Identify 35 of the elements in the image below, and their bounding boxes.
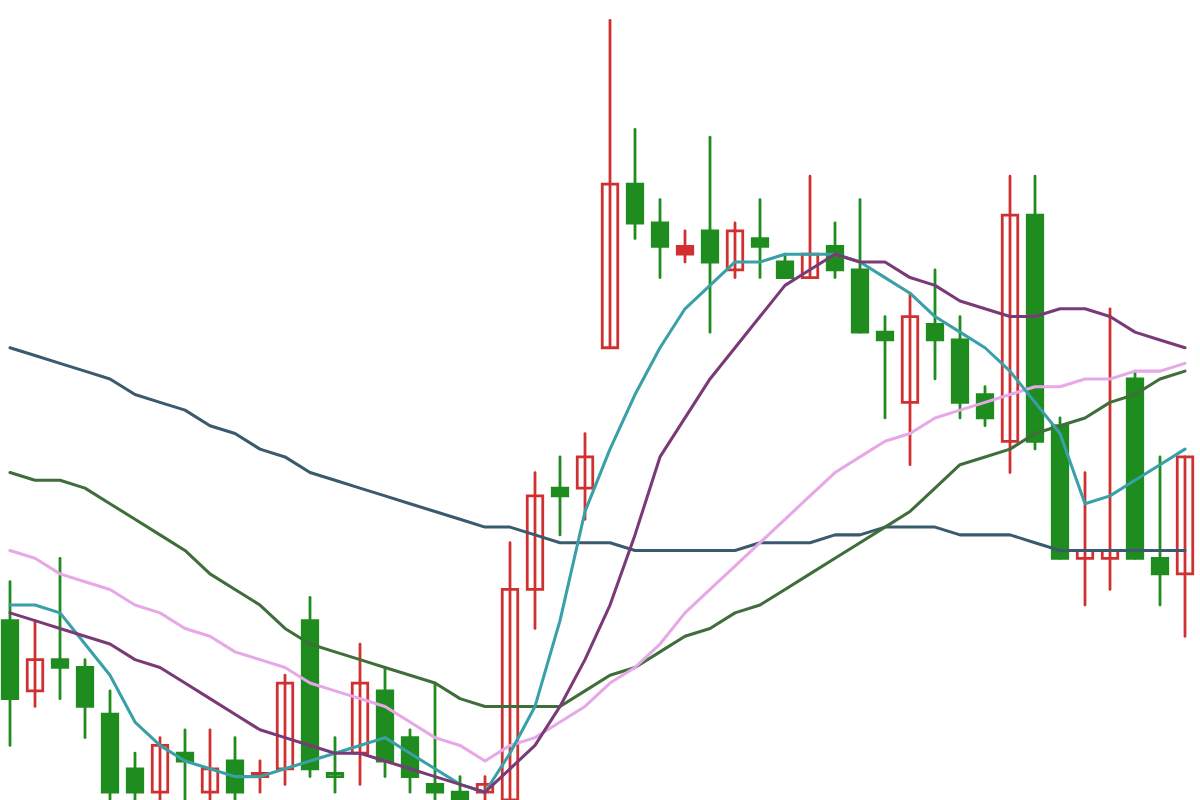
candlestick [450, 775, 470, 800]
candlestick [1000, 174, 1020, 474]
candlestick [675, 229, 695, 264]
candlestick [350, 642, 370, 786]
candlestick [275, 673, 295, 786]
candlestick [700, 135, 720, 334]
candlestick [425, 681, 445, 800]
candlestick [1100, 307, 1120, 591]
candlestick [725, 221, 745, 279]
candlestick [1150, 455, 1170, 607]
candlestick [900, 291, 920, 467]
candlestick [525, 471, 545, 630]
candlestick [625, 128, 645, 240]
candlestick [250, 759, 270, 794]
candlestick [1075, 471, 1095, 607]
candlestick [500, 541, 520, 800]
candlestick [475, 775, 495, 800]
candlestick [925, 268, 945, 381]
candlestick [775, 252, 795, 279]
candlestick [325, 736, 345, 794]
candlestick [75, 658, 95, 740]
candlestick [200, 728, 220, 800]
candlestick [125, 751, 145, 800]
candlestick [550, 455, 570, 537]
candlestick [225, 736, 245, 800]
candlestick [150, 736, 170, 800]
candlestick [875, 315, 895, 420]
candlestick [650, 198, 670, 279]
candlestick [25, 619, 45, 708]
candlestick [1175, 455, 1195, 638]
candlestick [50, 556, 70, 701]
candlestick [600, 18, 620, 350]
candlestick [750, 198, 770, 279]
candlestick [575, 432, 595, 521]
candlestick [800, 174, 820, 279]
